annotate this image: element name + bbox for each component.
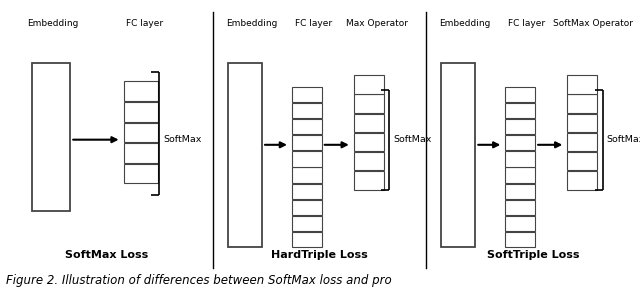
- Text: HardTriple Loss: HardTriple Loss: [271, 250, 368, 260]
- Bar: [292, 167, 322, 183]
- Text: Figure 2. Illustration of differences between SoftMax loss and pro: Figure 2. Illustration of differences be…: [6, 274, 392, 287]
- Text: SoftTriple Loss: SoftTriple Loss: [487, 250, 579, 260]
- Bar: [354, 75, 383, 94]
- Bar: [567, 133, 597, 151]
- Text: SoftMax Operator: SoftMax Operator: [553, 19, 633, 28]
- Bar: [567, 113, 597, 132]
- Bar: [124, 122, 157, 142]
- Text: FC layer: FC layer: [126, 19, 163, 28]
- Bar: [506, 87, 535, 102]
- Bar: [354, 113, 383, 132]
- Text: SoftMax: SoftMax: [393, 135, 431, 144]
- Bar: [506, 200, 535, 215]
- Text: Max Operator: Max Operator: [346, 19, 408, 28]
- Bar: [292, 232, 322, 247]
- Bar: [292, 119, 322, 134]
- Bar: [506, 183, 535, 199]
- Bar: [567, 75, 597, 94]
- Bar: [567, 94, 597, 113]
- Bar: [506, 167, 535, 183]
- Text: SoftMax: SoftMax: [607, 135, 640, 144]
- Bar: [124, 82, 157, 101]
- Text: SoftMax: SoftMax: [163, 135, 202, 144]
- Bar: [292, 216, 322, 231]
- Bar: [292, 87, 322, 102]
- Bar: [506, 119, 535, 134]
- Bar: [506, 135, 535, 150]
- Bar: [354, 171, 383, 190]
- Bar: [228, 63, 262, 247]
- Bar: [441, 63, 476, 247]
- Bar: [506, 232, 535, 247]
- Text: Embedding: Embedding: [28, 19, 79, 28]
- Bar: [32, 63, 70, 211]
- Text: FC layer: FC layer: [508, 19, 545, 28]
- Bar: [567, 171, 597, 190]
- Bar: [292, 151, 322, 166]
- Bar: [506, 103, 535, 118]
- Bar: [506, 216, 535, 231]
- Bar: [354, 133, 383, 151]
- Text: SoftMax Loss: SoftMax Loss: [65, 250, 148, 260]
- Bar: [292, 103, 322, 118]
- Bar: [124, 164, 157, 183]
- Bar: [354, 94, 383, 113]
- Bar: [292, 183, 322, 199]
- Bar: [506, 151, 535, 166]
- Text: Embedding: Embedding: [439, 19, 490, 28]
- Text: Embedding: Embedding: [226, 19, 277, 28]
- Bar: [292, 135, 322, 150]
- Text: FC layer: FC layer: [295, 19, 332, 28]
- Bar: [567, 152, 597, 170]
- Bar: [292, 200, 322, 215]
- Bar: [124, 143, 157, 163]
- Bar: [124, 102, 157, 122]
- Bar: [354, 152, 383, 170]
